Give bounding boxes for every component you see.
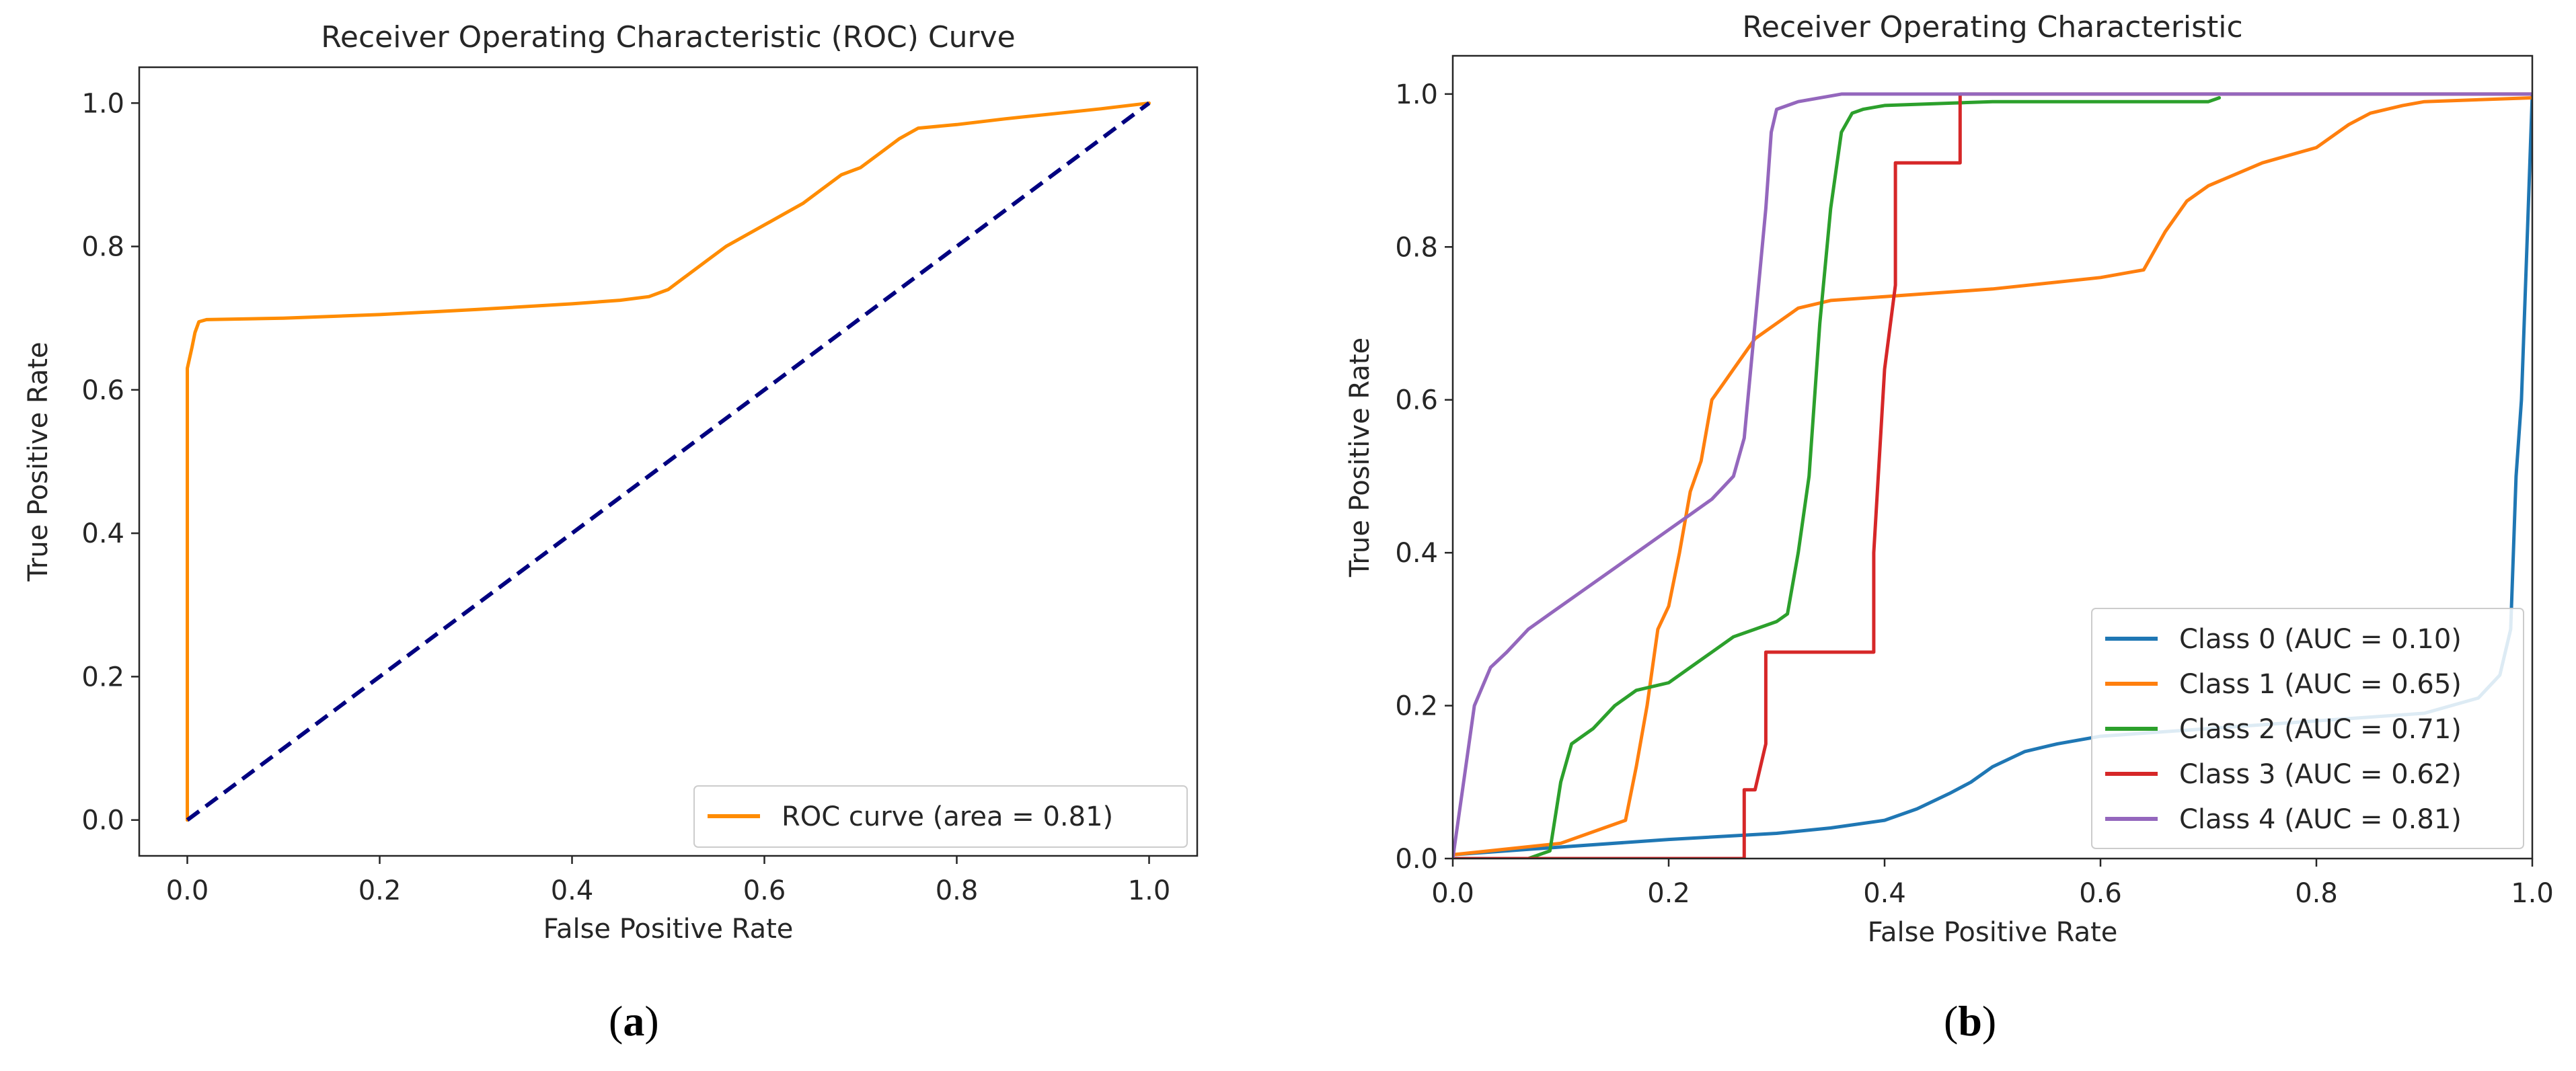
y-tick-label: 0.8 [1395, 232, 1438, 263]
y-tick-label: 0.2 [81, 662, 124, 692]
series-line-class-3-auc-0-62 [1453, 92, 2532, 859]
y-axis-label: True Positive Rate [23, 342, 54, 582]
series-line-class-4-auc-0-81 [1453, 92, 2532, 859]
legend-label: Class 2 (AUC = 0.71) [2179, 714, 2462, 745]
y-tick-label: 0.4 [1395, 538, 1438, 569]
x-axis-label: False Positive Rate [1868, 917, 2118, 948]
legend: Class 0 (AUC = 0.10) Class 1 (AUC = 0.65)… [2091, 608, 2524, 849]
series-line-class-0-auc-0-10 [1453, 92, 2532, 857]
y-tick-label: 1.0 [81, 88, 124, 119]
y-tick-label: 0.8 [81, 232, 124, 263]
panel-caption: (b) [1944, 997, 1996, 1045]
series-line-class-1-auc-0-65 [1453, 96, 2532, 857]
legend-label: ROC curve (area = 0.81) [782, 801, 1113, 832]
y-tick-label: 0.0 [1395, 844, 1438, 875]
x-tick-label: 0.8 [936, 875, 979, 906]
legend-label: Class 4 (AUC = 0.81) [2179, 804, 2462, 835]
y-axis-label: True Positive Rate [1344, 338, 1375, 578]
x-tick-label: 1.0 [2511, 878, 2554, 909]
x-tick-label: 0.6 [2079, 878, 2122, 909]
legend-box [693, 785, 1188, 848]
x-tick-label: 0.8 [2295, 878, 2338, 909]
series-line-roc-curve-area-0-81 [186, 101, 1151, 822]
x-tick-label: 0.6 [743, 875, 786, 906]
y-tick-label: 0.0 [81, 805, 124, 836]
plot-frame [1451, 54, 2534, 860]
series-group [1453, 92, 2532, 859]
y-tick-label: 0.6 [1395, 385, 1438, 416]
y-tick-label: 0.4 [81, 518, 124, 549]
x-tick-label: 0.4 [551, 875, 594, 906]
x-tick-label: 1.0 [1128, 875, 1171, 906]
legend-label: Class 1 (AUC = 0.65) [2179, 669, 2462, 700]
series-group [186, 101, 1151, 822]
chart-title: Receiver Operating Characteristic [1742, 10, 2242, 44]
legend-label: Class 3 (AUC = 0.62) [2179, 759, 2462, 790]
x-tick-label: 0.2 [358, 875, 402, 906]
y-tick-label: 1.0 [1395, 79, 1438, 110]
chance-line [186, 101, 1151, 822]
x-tick-label: 0.0 [1431, 878, 1474, 909]
x-tick-label: 0.2 [1647, 878, 1690, 909]
plot-frame [138, 66, 1199, 857]
chart-b: Receiver Operating Characteristic 0.0 0.2 0… [1344, 10, 2554, 1045]
chart-title: Receiver Operating Characteristic (ROC) … [321, 20, 1015, 54]
panel-caption: (a) [609, 997, 659, 1045]
legend: ROC curve (area = 0.81) [693, 785, 1188, 848]
x-axis-label: False Positive Rate [543, 914, 794, 945]
chart-a: Receiver Operating Characteristic (ROC) … [23, 20, 1199, 1045]
x-tick-label: 0.0 [166, 875, 209, 906]
y-tick-label: 0.2 [1395, 691, 1438, 722]
series-line-class-2-auc-0-71 [1526, 96, 2222, 859]
legend-label: Class 0 (AUC = 0.10) [2179, 624, 2462, 655]
legend-box [2091, 608, 2524, 849]
x-tick-label: 0.4 [1863, 878, 1906, 909]
y-tick-label: 0.6 [81, 375, 124, 406]
